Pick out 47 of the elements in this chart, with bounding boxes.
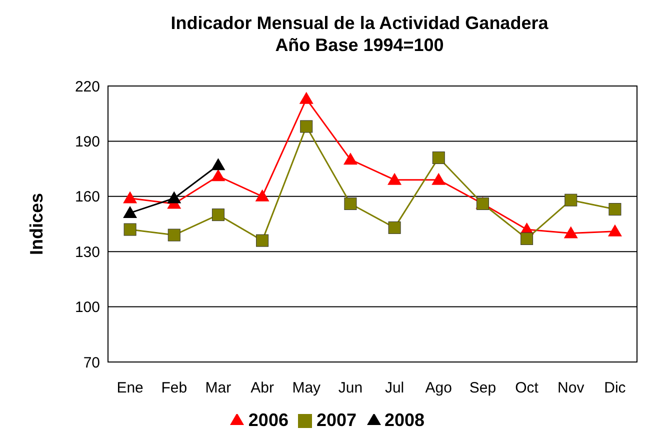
point [299, 92, 314, 104]
y-tick-label: 130 [74, 244, 100, 261]
y-tick-label: 70 [83, 354, 100, 372]
x-tick-label: Mar [205, 380, 232, 397]
point [168, 228, 180, 242]
x-tick-label: Sep [469, 380, 496, 397]
point [123, 206, 138, 218]
y-axis-title: Indices [26, 192, 46, 256]
point [300, 120, 313, 133]
chart-subtitle: Año Base 1994=100 [274, 34, 445, 56]
y-tick-label: 160 [74, 188, 100, 206]
x-tick-label: Ene [116, 380, 144, 397]
x-tick-label: Nov [558, 380, 585, 397]
point [123, 191, 138, 204]
point [432, 172, 446, 185]
point [432, 152, 445, 164]
y-tick-label: 220 [74, 78, 100, 96]
x-tick-label: Feb [161, 380, 188, 397]
point [388, 172, 402, 185]
x-tick-label: Jul [384, 380, 404, 397]
point [564, 194, 578, 206]
point [564, 226, 578, 238]
point [256, 234, 269, 247]
x-tick-label: Jun [338, 380, 363, 397]
point [211, 169, 226, 182]
point [124, 223, 136, 236]
legend-label: 2007 [316, 410, 357, 430]
x-tick-label: May [292, 380, 322, 397]
x-tick-label: Ago [425, 380, 452, 397]
x-tick-label: Oct [515, 380, 540, 397]
point [211, 158, 226, 170]
point [388, 221, 401, 234]
point [608, 224, 622, 236]
x-tick-label: Abr [250, 380, 274, 397]
y-tick-label: 100 [74, 299, 100, 316]
point [608, 203, 622, 216]
point [344, 198, 357, 210]
point [212, 208, 224, 222]
chart-title: Indicador Mensual de la Actividad Ganadera [170, 12, 550, 34]
y-tick-label: 190 [74, 134, 100, 151]
x-tick-label: Dic [604, 380, 626, 397]
point [255, 189, 270, 202]
point [167, 191, 182, 204]
legend-label: 2008 [384, 410, 425, 430]
point [520, 232, 534, 245]
legend-label: 2006 [248, 410, 288, 430]
point [343, 152, 358, 165]
